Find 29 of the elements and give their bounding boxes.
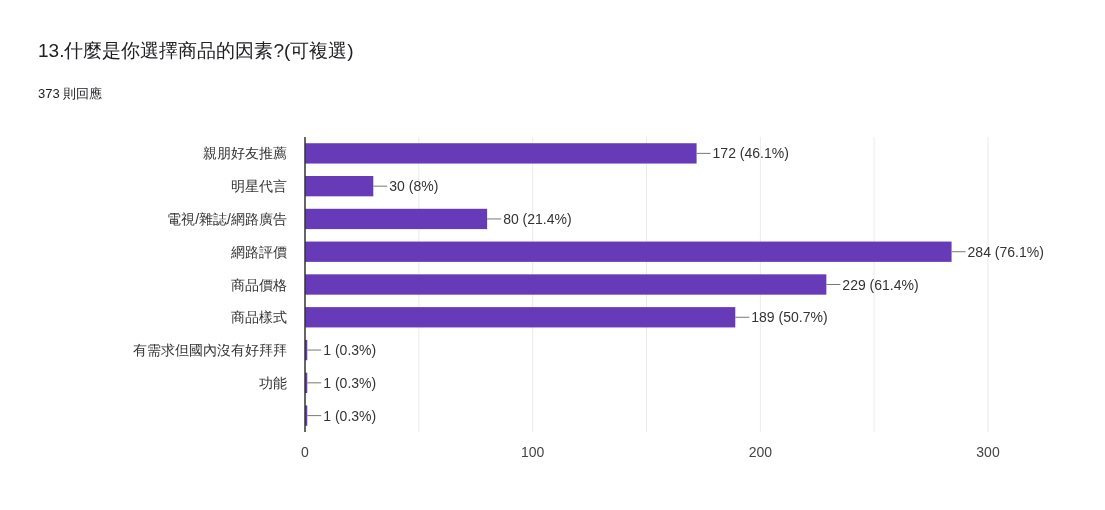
bar (305, 274, 827, 295)
x-tick-label: 0 (301, 444, 310, 460)
data-label: 1 (0.3%) (323, 342, 377, 359)
data-label: 284 (76.1%) (967, 243, 1044, 260)
data-label: 1 (0.3%) (323, 407, 377, 424)
data-label: 189 (50.7%) (751, 309, 828, 326)
chart-title: 13.什麼是你選擇商品的因素?(可複選) (38, 40, 354, 61)
data-label: 1 (0.3%) (323, 374, 377, 391)
bar (305, 307, 736, 328)
x-tick-label: 100 (520, 444, 545, 460)
data-label: 229 (61.4%) (842, 276, 919, 293)
bar (305, 176, 374, 197)
x-tick-label: 200 (748, 444, 773, 460)
data-label: 80 (21.4%) (503, 210, 572, 227)
bar (305, 143, 697, 164)
x-tick-label: 300 (976, 444, 1000, 460)
y-tick-label: 商品樣式 (231, 309, 287, 326)
y-tick-label: 電視/雜誌/網路廣告 (167, 210, 287, 227)
y-tick-label: 網路評價 (230, 243, 287, 260)
bar (305, 241, 952, 262)
y-tick-label: 商品價格 (231, 276, 287, 293)
bar (305, 208, 488, 230)
text: 373 則回應 (38, 86, 103, 101)
y-tick-label: 功能 (259, 374, 287, 391)
y-tick-label: 有需求但國內沒有好拜拜 (133, 342, 287, 359)
y-tick-label: 明星代言 (231, 178, 287, 195)
data-label: 172 (46.1%) (712, 145, 789, 162)
y-tick-label: 親朋好友推薦 (203, 145, 287, 162)
data-label: 30 (8%) (389, 178, 439, 195)
